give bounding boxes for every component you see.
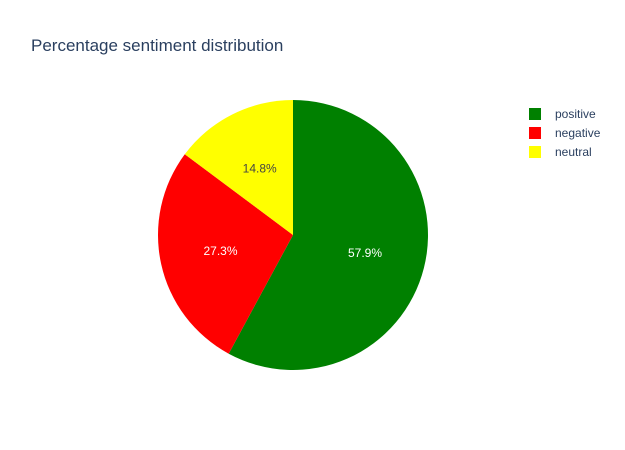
legend-swatch-positive — [529, 108, 541, 120]
pie-slice-positive[interactable] — [228, 100, 428, 370]
pie-slices — [157, 100, 428, 370]
slice-label-negative: 27.3% — [203, 244, 237, 258]
pie-slice-negative[interactable] — [157, 154, 293, 354]
pie-slice-neutral[interactable] — [184, 100, 293, 235]
legend-item-positive[interactable]: positive — [529, 107, 596, 121]
legend-label-neutral: neutral — [555, 145, 592, 159]
legend: positive negative neutral — [529, 107, 601, 159]
slice-label-neutral: 14.8% — [243, 162, 277, 176]
legend-item-negative[interactable]: negative — [529, 126, 601, 140]
legend-label-negative: negative — [555, 126, 601, 140]
pie-slice-labels: 57.9% 27.3% 14.8% — [203, 162, 382, 261]
legend-label-positive: positive — [555, 107, 596, 121]
chart-title: Percentage sentiment distribution — [31, 36, 283, 55]
legend-swatch-negative — [529, 127, 541, 139]
legend-item-neutral[interactable]: neutral — [529, 145, 592, 159]
slice-label-positive: 57.9% — [348, 246, 382, 260]
legend-swatch-neutral — [529, 146, 541, 158]
